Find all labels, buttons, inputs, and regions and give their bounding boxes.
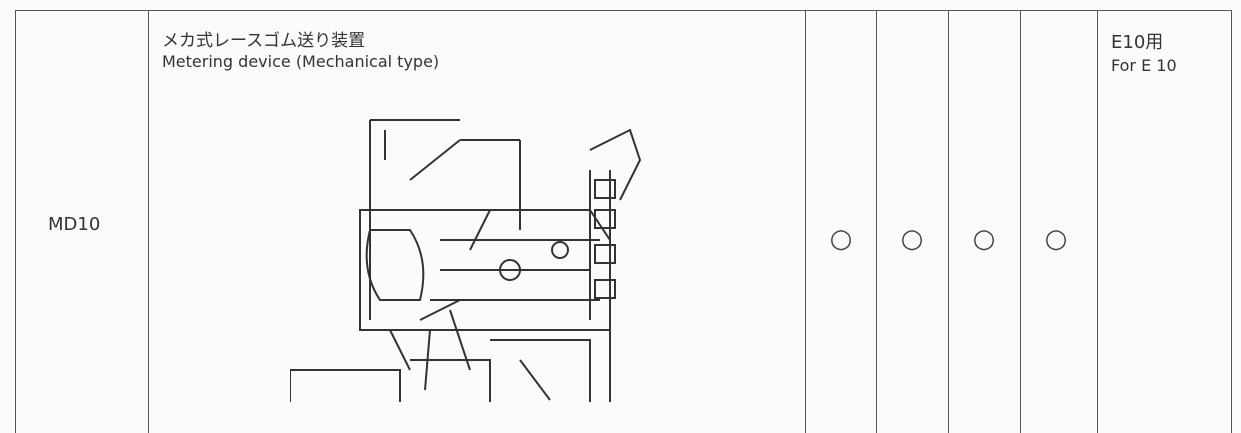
column-line [148,10,149,433]
note-en: For E 10 [1111,56,1177,75]
availability-mark: ○ [829,224,853,254]
column-line [948,10,949,433]
column-line [876,10,877,433]
top-border [15,10,1232,11]
machine-illustration [290,119,642,402]
availability-mark: ○ [900,224,924,254]
column-line [1231,10,1232,433]
column-line [1097,10,1098,433]
availability-mark: ○ [1044,224,1068,254]
name-en: Metering device (Mechanical type) [162,52,440,71]
code: MD10 [48,214,101,235]
availability-mark: ○ [972,224,996,254]
column-line [15,10,16,433]
name-ja: メカ式レースゴム送り装置 [162,31,366,51]
column-line [805,10,806,433]
column-line [1020,10,1021,433]
note-ja: E10用 [1111,32,1164,53]
